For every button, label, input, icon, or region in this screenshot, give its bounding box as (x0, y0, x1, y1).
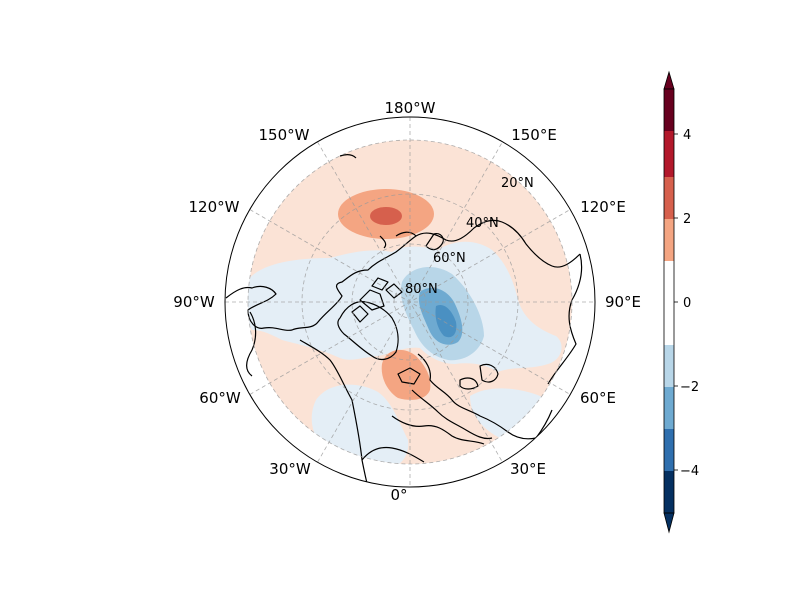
lon-label-150e: 150°E (511, 126, 557, 144)
colorbar-tick-4: 4 (683, 128, 691, 143)
coast-caspian (479, 363, 499, 383)
coast-north-america (225, 231, 417, 332)
lon-label-90w: 90°W (173, 293, 215, 311)
lon-label-30e: 30°E (510, 460, 546, 478)
lon-label-180w: 180°W (385, 99, 436, 117)
lon-label-120e: 120°E (580, 198, 626, 216)
coast-arctic-islands-2 (351, 305, 369, 323)
coast-asia-arctic (415, 219, 581, 268)
colorbar-ticks (674, 133, 678, 471)
coast-iceland (397, 367, 421, 385)
latitude-labels: 20°N 40°N 60°N 80°N (405, 176, 534, 297)
longitude-labels: 180°W 150°W 150°E 120°W 120°E 90°W 90°E … (173, 99, 641, 504)
colorbar-bin-neg3 (664, 387, 674, 429)
colorbar-tick-neg4: −4 (680, 464, 699, 479)
colorbar: 4 2 0 −2 −4 (663, 70, 699, 534)
coast-labrador (299, 339, 369, 487)
colorbar-bin-neg2 (664, 345, 674, 387)
coast-arctic-islands-1 (359, 289, 385, 311)
colorbar-bin-pos5 (664, 89, 674, 131)
colorbar-bin-pos4 (664, 131, 674, 177)
lon-label-120w: 120°W (189, 198, 240, 216)
lon-label-90e: 90°E (605, 293, 641, 311)
coast-scandinavia (411, 389, 493, 440)
coastlines (225, 154, 583, 487)
coast-africa (361, 446, 425, 463)
colorbar-frame (663, 88, 675, 514)
lon-label-60e: 60°E (580, 389, 616, 407)
field-pos-atlantic-2 (381, 349, 431, 400)
colorbar-extend-bottom (663, 512, 675, 534)
coast-arctic-islands-3 (385, 283, 403, 299)
coast-arctic-islands-4 (371, 277, 389, 291)
map-boundary (224, 116, 596, 488)
lat-label-20: 20°N (501, 176, 534, 191)
coast-mediterranean (391, 415, 485, 445)
lat-label-60: 60°N (433, 251, 466, 266)
lon-label-0: 0° (390, 486, 407, 504)
colorbar-bin-neg5 (664, 471, 674, 513)
lon-label-30w: 30°W (269, 460, 311, 478)
coast-kamchatka (425, 233, 444, 251)
colorbar-tick-neg2: −2 (680, 380, 699, 395)
colorbar-bin-pos2 (664, 219, 674, 261)
colorbar-tick-2: 2 (683, 212, 691, 227)
grid-lat-60 (351, 243, 469, 361)
colorbar-bin-neutral (664, 261, 674, 345)
coast-asia-east (547, 253, 583, 385)
colorbar-bin-pos3 (664, 177, 674, 219)
coast-hudson-bay (246, 311, 257, 377)
grid-lon-150-330 (317, 141, 503, 463)
field-neg-siberia-4 (435, 304, 457, 338)
field-pos-pacific-3 (370, 207, 402, 225)
coast-alaska (339, 154, 387, 249)
colorbar-extend-top (663, 70, 675, 90)
colorbar-tick-labels: 4 2 0 −2 −4 (680, 128, 699, 479)
coast-black-sea (459, 377, 479, 390)
lon-label-150w: 150°W (259, 126, 310, 144)
gridlines (225, 117, 595, 487)
lat-label-80: 80°N (405, 282, 438, 297)
lon-label-60w: 60°W (199, 389, 241, 407)
map-disk (225, 117, 595, 487)
colorbar-tick-0: 0 (683, 296, 691, 311)
lat-label-40: 40°N (466, 216, 499, 231)
colorbar-bin-neg4 (664, 429, 674, 471)
